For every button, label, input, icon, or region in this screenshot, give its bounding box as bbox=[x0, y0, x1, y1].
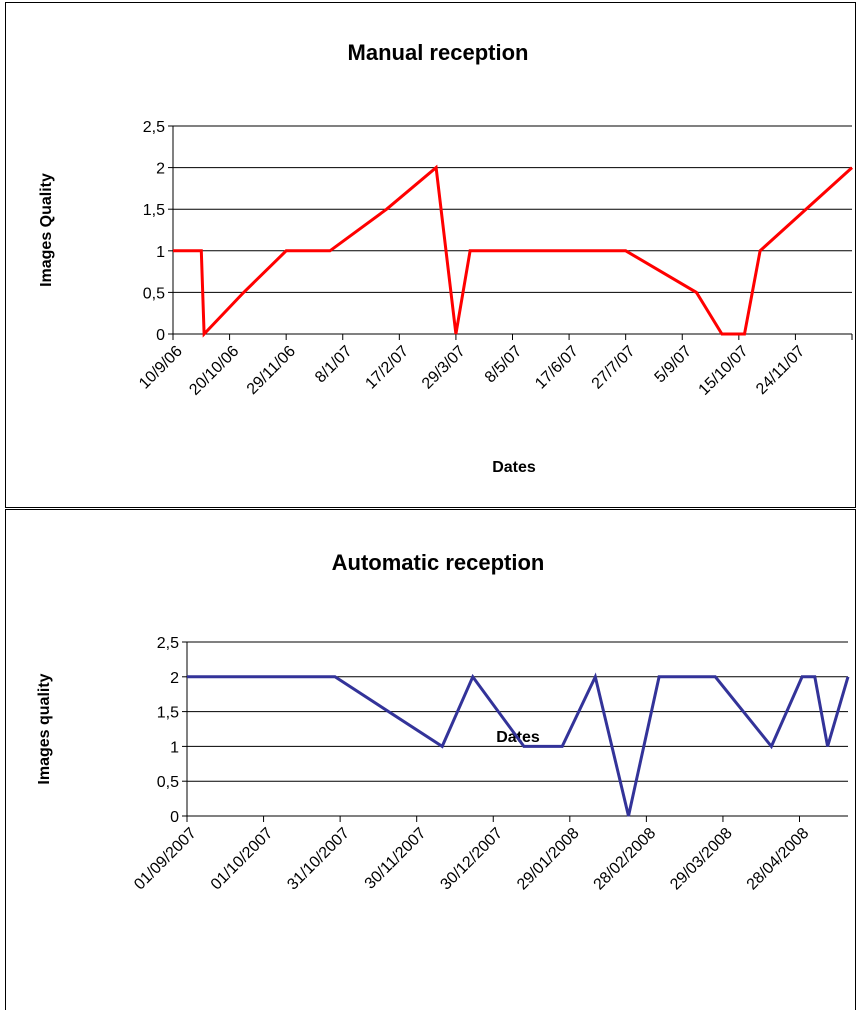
automatic-reception-chart: Automatic reception 0 0,5 1 1,5 2 2,5 01/09/200… bbox=[36, 550, 850, 894]
x-tick-label: 31/10/2007 bbox=[284, 825, 353, 894]
y-tick-label: 1,5 bbox=[143, 202, 165, 219]
x-tick-label: 10/9/06 bbox=[136, 343, 186, 393]
manual-reception-chart: Manual reception 0 0,5 1 1,5 2 2,5 10/9/06 20/10… bbox=[38, 40, 854, 476]
x-tick-label: 17/6/07 bbox=[532, 343, 582, 393]
x-tick-label: 01/10/2007 bbox=[208, 825, 277, 894]
y-tick-label: 2,5 bbox=[143, 119, 165, 136]
series-line bbox=[187, 672, 850, 817]
x-tick-label: 28/04/2008 bbox=[744, 825, 813, 894]
x-axis-title: Dates bbox=[492, 459, 536, 476]
y-axis-title: Images quality bbox=[36, 673, 53, 784]
x-tick-label: 30/12/2007 bbox=[437, 825, 506, 894]
x-tick-label: 29/01/2008 bbox=[514, 825, 583, 894]
chart-title: Automatic reception bbox=[332, 550, 545, 575]
x-tick-label: 8/5/07 bbox=[482, 343, 526, 387]
x-tick-label: 15/10/07 bbox=[696, 343, 752, 399]
y-tick-label: 0 bbox=[170, 809, 179, 826]
y-tick-label: 0,5 bbox=[143, 285, 165, 302]
x-tick-label: 24/11/07 bbox=[753, 343, 808, 398]
x-tick-label: 01/09/2007 bbox=[131, 825, 200, 894]
y-tick-label: 1 bbox=[170, 739, 179, 756]
y-tick-label: 2,5 bbox=[157, 635, 179, 652]
x-tick-label: 27/7/07 bbox=[589, 343, 639, 393]
manual-reception-chart-panel: Manual reception 0 0,5 1 1,5 2 2,5 10/9/06 20/10… bbox=[5, 2, 856, 508]
x-tick-label: 5/9/07 bbox=[652, 343, 696, 387]
x-tick-label: 20/10/06 bbox=[186, 343, 242, 399]
x-tick-label: 28/02/2008 bbox=[591, 825, 660, 894]
x-tick-label: 29/3/07 bbox=[419, 343, 469, 393]
x-tick-label: 29/11/06 bbox=[244, 343, 299, 398]
y-tick-label: 2 bbox=[170, 670, 179, 687]
y-axis-title: Images Quality bbox=[38, 173, 55, 287]
chart-title: Manual reception bbox=[348, 40, 529, 65]
y-tick-label: 0 bbox=[156, 327, 165, 344]
series-line bbox=[173, 164, 854, 338]
y-tick-label: 1,5 bbox=[157, 705, 179, 722]
y-tick-label: 0,5 bbox=[157, 774, 179, 791]
y-tick-label: 2 bbox=[156, 161, 165, 178]
x-tick-label: 30/11/2007 bbox=[362, 825, 430, 893]
x-tick-label: 29/03/2008 bbox=[667, 825, 736, 894]
x-tick-label: 17/2/07 bbox=[362, 343, 412, 393]
automatic-reception-chart-panel: Automatic reception 0 0,5 1 1,5 2 2,5 01/09/200… bbox=[5, 509, 856, 1010]
x-tick-label: 8/1/07 bbox=[312, 343, 356, 387]
y-tick-label: 1 bbox=[156, 244, 165, 261]
